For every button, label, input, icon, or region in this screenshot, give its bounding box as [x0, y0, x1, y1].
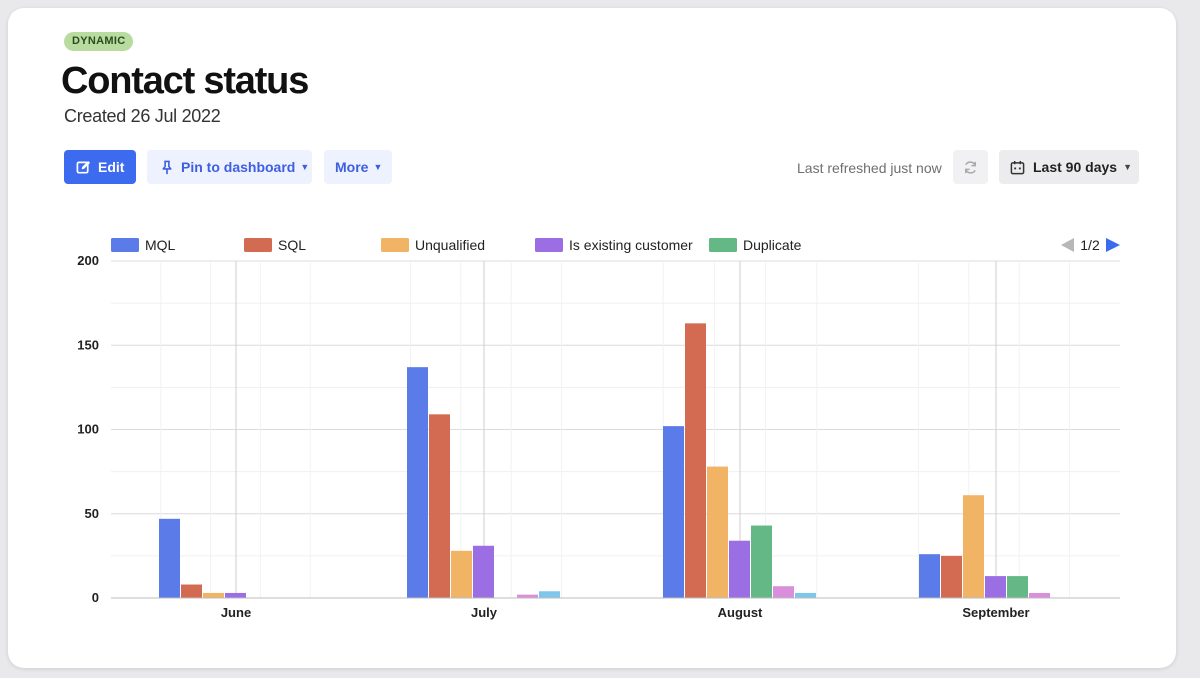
- legend-label: SQL: [278, 237, 306, 253]
- bar-sql-august[interactable]: [685, 323, 706, 598]
- bar-series-6-august[interactable]: [773, 586, 794, 598]
- legend-label: Unqualified: [415, 237, 485, 253]
- bar-duplicate-august[interactable]: [751, 525, 772, 598]
- bar-series-6-september[interactable]: [1029, 592, 1050, 598]
- bar-sql-june[interactable]: [181, 584, 202, 598]
- more-button[interactable]: More ▼: [324, 150, 392, 184]
- edit-button[interactable]: Edit: [64, 150, 136, 184]
- bar-duplicate-september[interactable]: [1007, 576, 1028, 598]
- bar-unqualified-june[interactable]: [203, 592, 224, 598]
- bar-is-existing-customer-july[interactable]: [473, 545, 494, 598]
- chevron-down-icon: ▼: [373, 162, 383, 172]
- legend-label: MQL: [145, 237, 176, 253]
- legend-swatch: [709, 238, 737, 252]
- edit-icon: [76, 160, 91, 173]
- bar-mql-june[interactable]: [159, 518, 180, 598]
- bar-mql-august[interactable]: [663, 426, 684, 598]
- bar-unqualified-august[interactable]: [707, 466, 728, 598]
- bar-sql-september[interactable]: [941, 555, 962, 598]
- page-title: Contact status: [61, 60, 309, 102]
- calendar-icon: [1010, 160, 1025, 174]
- legend-swatch: [535, 238, 563, 252]
- legend-item[interactable]: Is existing customer: [535, 237, 693, 253]
- refresh-button[interactable]: [953, 150, 988, 184]
- bar-series-7-august[interactable]: [795, 592, 816, 598]
- legend-swatch: [244, 238, 272, 252]
- created-date: Created 26 Jul 2022: [64, 106, 221, 126]
- bar-unqualified-september[interactable]: [963, 495, 984, 598]
- legend-item[interactable]: MQL: [111, 237, 176, 253]
- legend-next-icon[interactable]: [1106, 238, 1120, 252]
- legend-item[interactable]: Unqualified: [381, 237, 485, 253]
- bar-mql-september[interactable]: [919, 554, 940, 598]
- pin-icon: [162, 160, 172, 174]
- x-tick-label: June: [221, 605, 251, 620]
- y-tick-label: 150: [77, 337, 99, 352]
- x-tick-label: September: [962, 605, 1029, 620]
- pin-button-label: Pin to dashboard: [181, 159, 296, 175]
- bar-unqualified-july[interactable]: [451, 550, 472, 598]
- dynamic-badge: DYNAMIC: [64, 32, 134, 51]
- bar-series-6-july[interactable]: [517, 594, 538, 598]
- legend-item[interactable]: SQL: [244, 237, 306, 253]
- legend-pager: 1/2: [1061, 237, 1120, 253]
- legend-label: Duplicate: [743, 237, 802, 253]
- legend-swatch: [381, 238, 409, 252]
- legend-item[interactable]: Duplicate: [709, 237, 802, 253]
- edit-button-label: Edit: [98, 159, 125, 175]
- y-tick-label: 0: [92, 590, 99, 605]
- bar-is-existing-customer-june[interactable]: [225, 592, 246, 598]
- date-range-selector[interactable]: Last 90 days ▼: [999, 150, 1139, 184]
- legend-page-indicator: 1/2: [1080, 237, 1100, 253]
- y-tick-label: 100: [77, 422, 99, 437]
- date-range-label: Last 90 days: [1033, 159, 1118, 175]
- legend-prev-icon[interactable]: [1061, 238, 1074, 252]
- x-tick-label: August: [718, 605, 763, 620]
- last-refreshed-text: Last refreshed just now: [797, 160, 942, 176]
- legend-label: Is existing customer: [569, 237, 693, 253]
- y-tick-label: 50: [85, 506, 99, 521]
- legend-swatch: [111, 238, 139, 252]
- y-tick-label: 200: [77, 253, 99, 268]
- bar-sql-july[interactable]: [429, 414, 450, 598]
- pin-to-dashboard-button[interactable]: Pin to dashboard ▼: [147, 150, 312, 184]
- chevron-down-icon: ▼: [1123, 162, 1132, 172]
- bar-is-existing-customer-august[interactable]: [729, 540, 750, 598]
- chevron-down-icon: ▼: [300, 162, 310, 172]
- bar-series-7-july[interactable]: [539, 591, 560, 598]
- bar-is-existing-customer-september[interactable]: [985, 576, 1006, 598]
- more-button-label: More: [335, 159, 369, 175]
- x-tick-label: July: [471, 605, 498, 620]
- bar-mql-july[interactable]: [407, 367, 428, 598]
- refresh-icon: [965, 160, 976, 174]
